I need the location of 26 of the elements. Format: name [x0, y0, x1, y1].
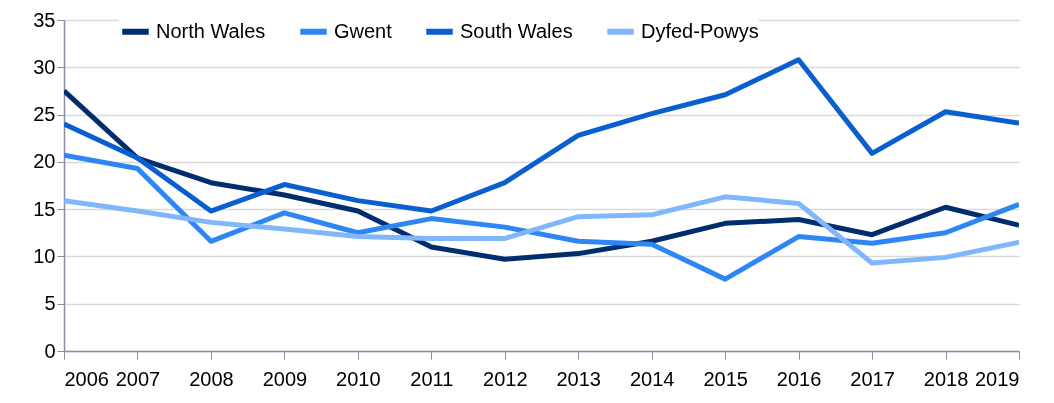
- y-tick-label: 0: [44, 339, 56, 362]
- x-tick-label: 2012: [483, 367, 528, 390]
- y-tick-label: 35: [33, 8, 56, 31]
- x-tick-label: 2014: [629, 367, 675, 390]
- x-tick-label: 2015: [703, 367, 748, 390]
- y-tick-label: 10: [33, 244, 56, 267]
- x-tick-label: 2007: [115, 367, 161, 390]
- y-tick-label: 20: [33, 150, 56, 173]
- legend-label: Dyfed-Powys: [641, 19, 759, 42]
- x-tick-label: 2019: [975, 367, 1020, 390]
- x-tick-label: 2013: [556, 367, 601, 390]
- x-tick-label: 2006: [64, 367, 109, 390]
- y-tick-label: 15: [33, 197, 56, 220]
- x-tick-label: 2010: [336, 367, 381, 390]
- x-tick-label: 2009: [262, 367, 308, 390]
- legend-label: South Wales: [460, 19, 573, 42]
- y-tick-label: 5: [44, 292, 56, 315]
- y-tick-label: 25: [33, 103, 56, 126]
- x-tick-label: 2018: [923, 367, 969, 390]
- x-tick-label: 2017: [850, 367, 895, 390]
- x-tick-label: 2011: [410, 367, 454, 390]
- x-tick-label: 2016: [776, 367, 822, 390]
- legend-label: North Wales: [156, 19, 266, 42]
- legend-label: Gwent: [334, 19, 393, 42]
- x-tick-label: 2008: [189, 367, 234, 390]
- y-tick-label: 30: [33, 55, 56, 78]
